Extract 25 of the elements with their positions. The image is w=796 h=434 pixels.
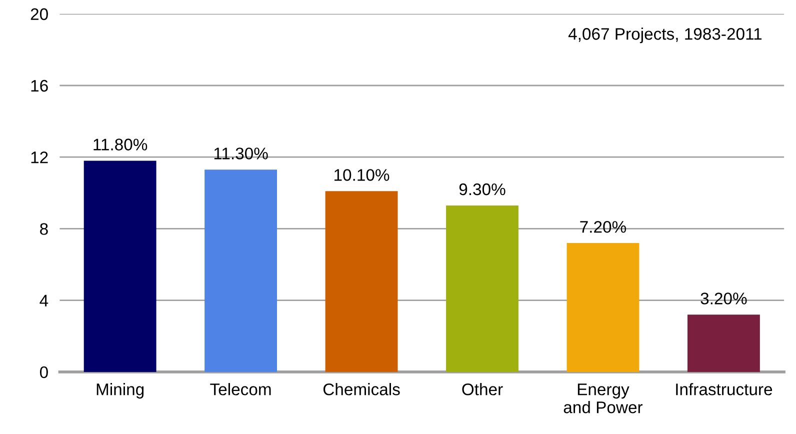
y-tick-label: 8 (40, 223, 48, 235)
x-tick-label: Other (462, 383, 503, 396)
data-label: 3.20% (700, 292, 747, 304)
x-tick-label: Energy and Power (564, 384, 643, 414)
data-label: 10.10% (334, 169, 390, 181)
y-tick-label: 0 (40, 366, 48, 378)
bar (325, 191, 398, 372)
data-label: 11.80% (94, 138, 148, 150)
x-tick-label: Telecom (210, 383, 271, 396)
annotation: 4,067 Projects, 1983-2011 (568, 28, 762, 44)
bar (446, 205, 518, 372)
bar (687, 314, 760, 372)
x-tick-label: Infrastructure (676, 383, 772, 396)
y-tick-label: 16 (31, 80, 48, 92)
bar (84, 160, 156, 372)
data-label: 7.20% (580, 221, 626, 233)
bar (204, 170, 278, 372)
y-tick-label: 12 (31, 152, 48, 164)
y-tick-label: 20 (30, 8, 48, 20)
x-tick-label: Chemicals (323, 383, 400, 396)
bar (566, 243, 640, 372)
data-label: 11.30% (214, 148, 268, 160)
data-label: 9.30% (459, 183, 506, 196)
y-tick-label: 4 (40, 294, 48, 306)
x-tick-label: Mining (96, 383, 144, 399)
